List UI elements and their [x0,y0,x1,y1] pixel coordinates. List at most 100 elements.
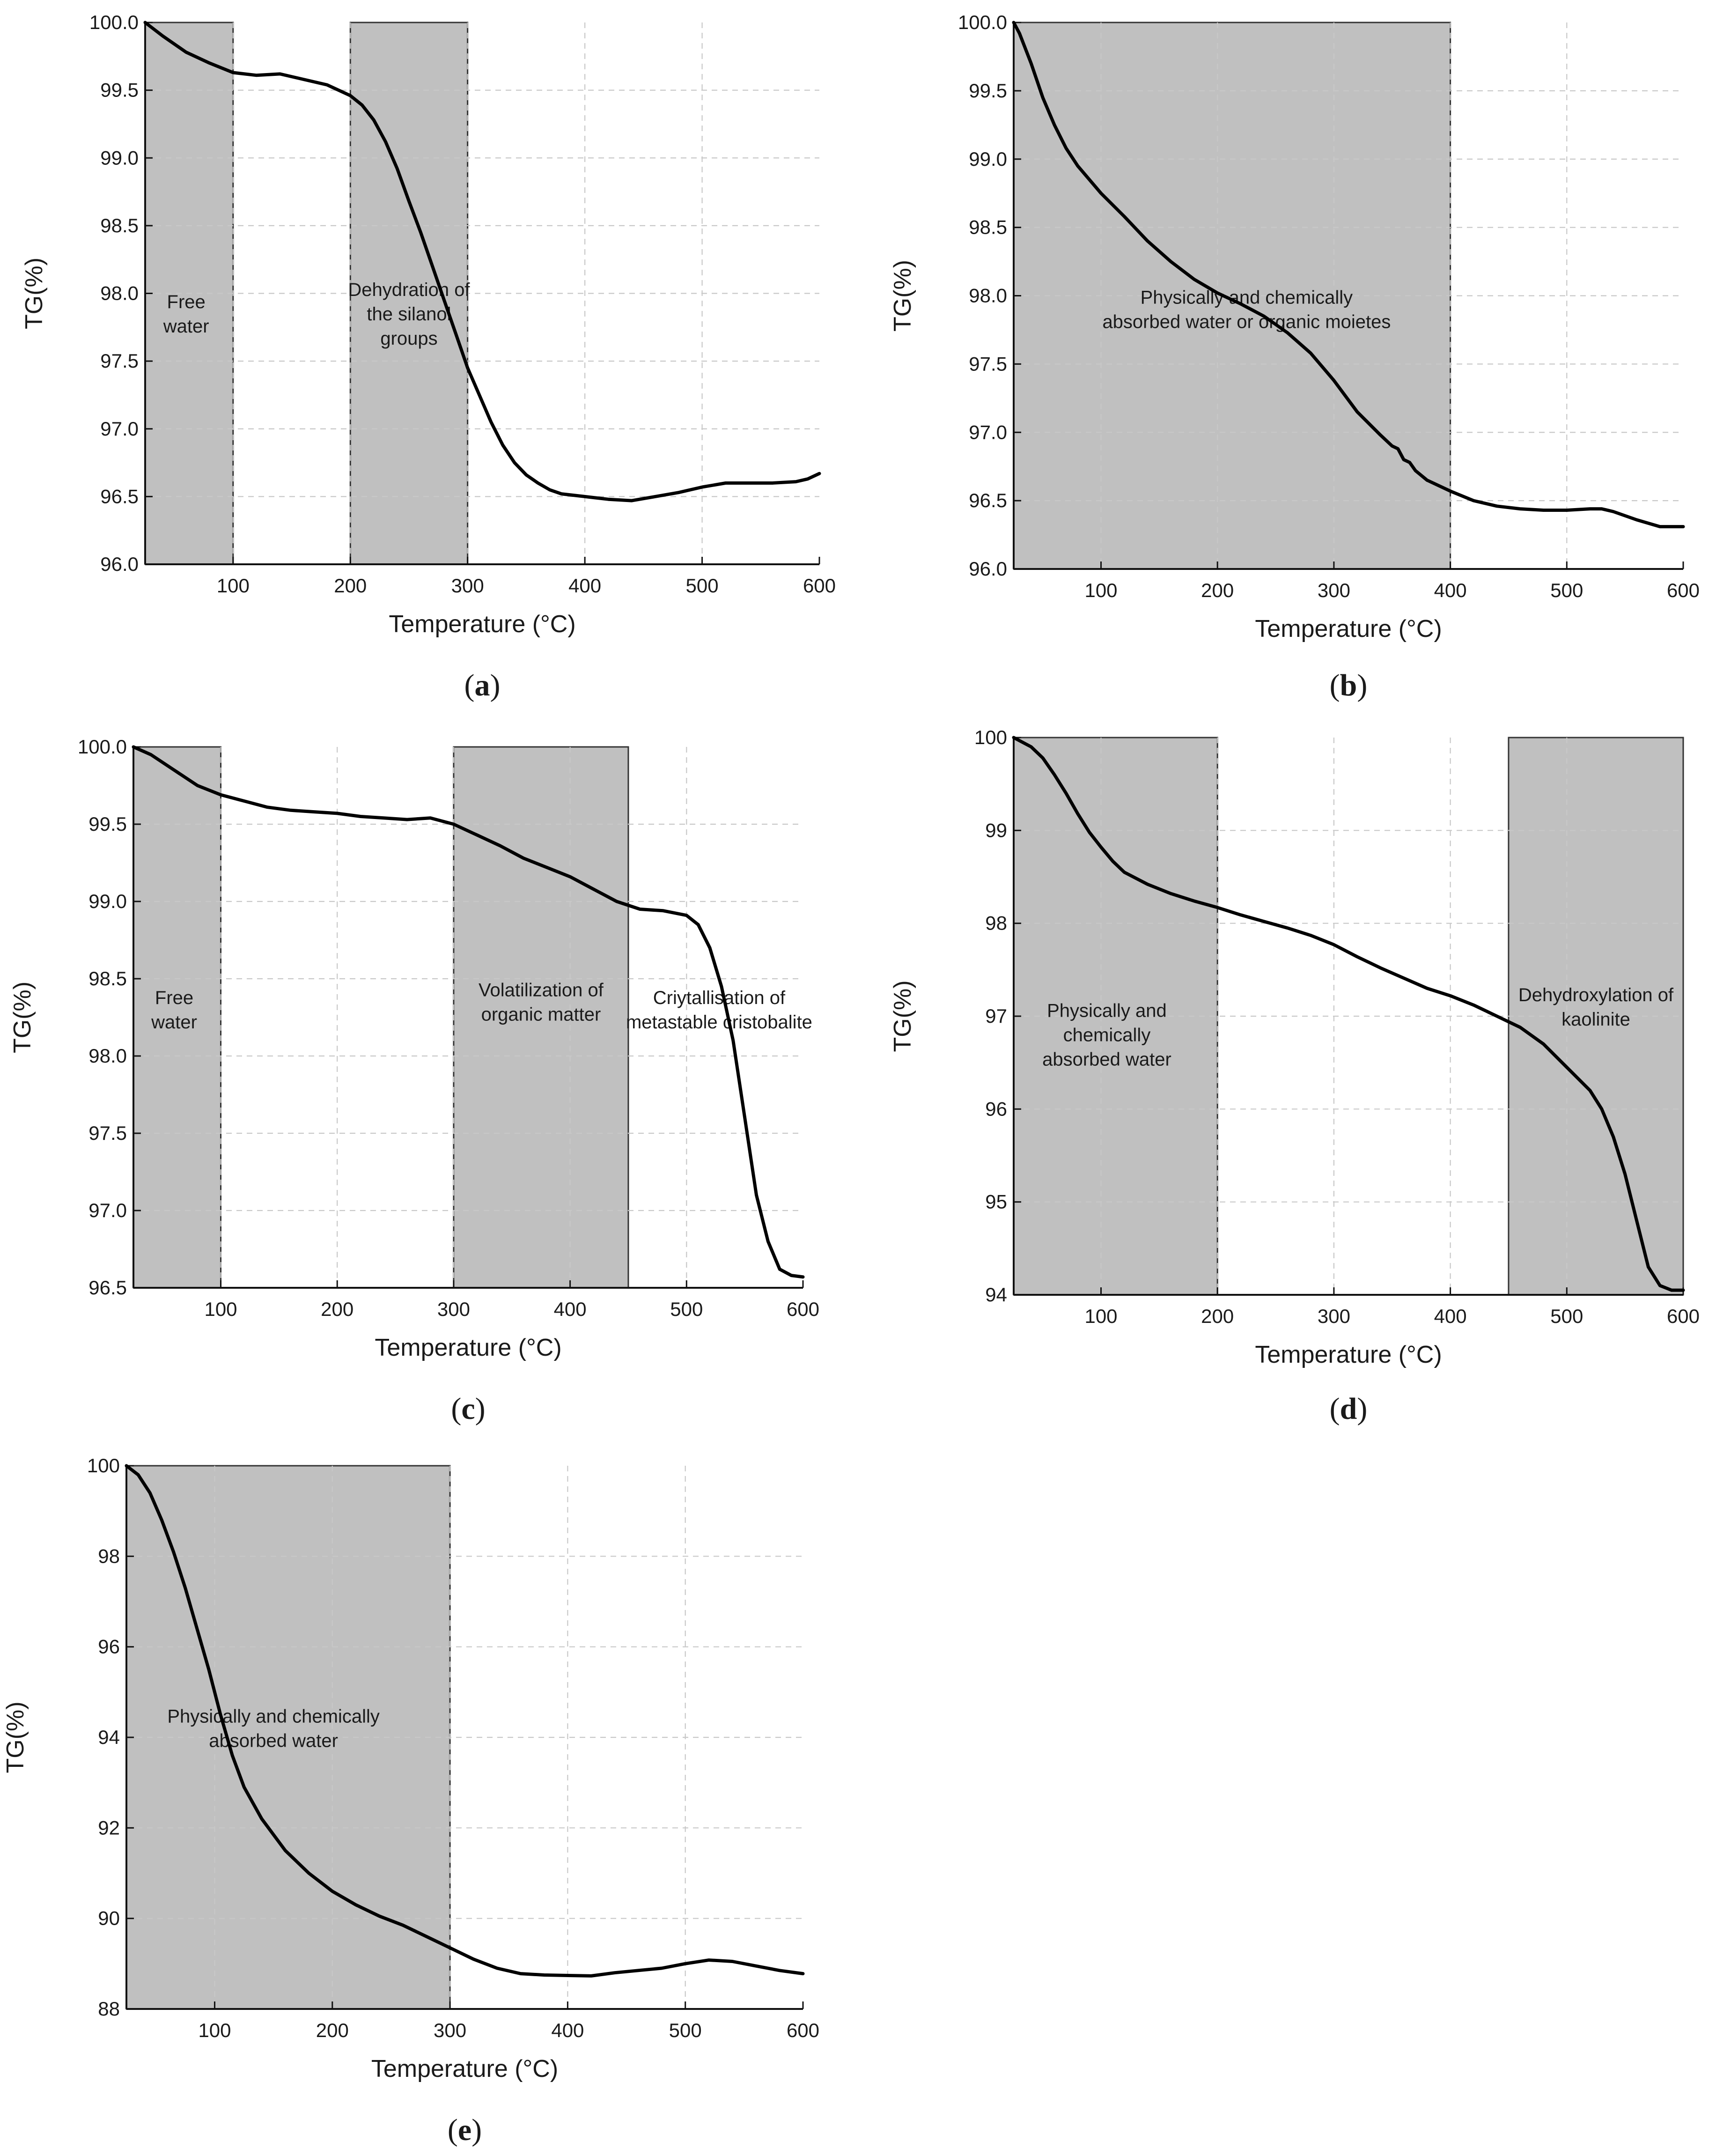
y-tick-label: 98.5 [969,216,1007,238]
y-tick-label: 100 [974,726,1007,748]
y-tick-label: 96.5 [88,1277,127,1299]
data-series-line [1012,736,1685,1292]
y-tick-label: 94 [98,1726,120,1748]
panel-d: 100 200 300 400 500 600 94 95 96 97 98 99 100 Tempera… [889,726,1700,1426]
region-label: the silanol [367,304,451,325]
shaded-region [133,746,222,1289]
region-label: Dehydroxylation of [1518,985,1674,1005]
y-tick-label: 97.0 [100,418,139,440]
y-tick-label: 98.5 [88,967,127,989]
x-tick-label: 300 [434,2019,466,2041]
y-axis-title: TG(%) [889,980,916,1052]
y-tick-label: 99.5 [100,79,139,101]
x-axis-title: Temperature (°C) [371,2055,558,2082]
region-label: absorbed water [1042,1049,1171,1070]
y-tick-label: 98 [98,1545,120,1567]
x-tick-label: 500 [1550,579,1583,601]
x-tick-label: 200 [316,2019,349,2041]
region-label: groups [380,328,437,349]
x-tick-label: 200 [321,1298,354,1320]
x-tick-label: 400 [568,575,601,597]
y-tick-label: 97.5 [969,353,1007,375]
x-tick-label: 100 [1084,579,1117,601]
x-tick-label: 100 [198,2019,231,2041]
y-tick-label: 98.0 [88,1045,127,1067]
y-tick-label: 98 [985,912,1007,934]
y-tick-label: 88 [98,1998,120,2020]
y-tick-label: 99 [985,819,1007,841]
y-tick-label: 96.0 [969,558,1007,580]
x-tick-label: 600 [1667,579,1700,601]
y-tick-label: 99.5 [969,80,1007,102]
y-tick-label: 96 [98,1636,120,1658]
panel-label: (b) [1330,668,1368,702]
y-tick-label: 96.5 [100,485,139,507]
x-tick-label: 200 [334,575,367,597]
x-axis-title: Temperature (°C) [389,611,575,638]
x-tick-label: 300 [451,575,484,597]
panel-c: 100 200 300 400 500 600 96.5 97.0 97.5 98.0 98.5 99… [9,736,819,1426]
x-tick-label: 200 [1201,579,1234,601]
x-tick-label: 400 [554,1298,587,1320]
x-tick-label: 300 [1318,579,1350,601]
region-label: Physically and [1047,1001,1167,1021]
region-label: water [163,316,209,337]
region-label: Dehydration of [348,280,470,300]
data-series-line [125,1464,805,1978]
y-axis-title: TG(%) [2,1701,29,1773]
panel-label: (c) [451,1392,485,1426]
y-tick-label: 97 [985,1005,1007,1027]
region-label: kaolinite [1561,1009,1630,1030]
region-label: Free [167,292,206,312]
x-tick-label: 500 [1550,1305,1583,1327]
y-axis-title: TG(%) [9,982,36,1053]
data-series-line [143,21,821,502]
panel-label: (e) [448,2113,482,2147]
y-tick-label: 97.0 [88,1199,127,1221]
y-tick-label: 96.5 [969,489,1007,511]
region-label: water [151,1012,197,1033]
y-tick-label: 99.0 [88,890,127,912]
x-tick-label: 200 [1201,1305,1234,1327]
x-tick-label: 600 [787,1298,819,1320]
y-tick-label: 98.5 [100,214,139,236]
x-tick-label: 500 [669,2019,702,2041]
y-tick-label: 98.0 [969,285,1007,307]
panel-label: (d) [1330,1392,1368,1426]
data-series-line [1012,21,1685,529]
y-tick-label: 100.0 [78,736,127,758]
data-series-line [132,745,805,1279]
y-tick-label: 99.0 [969,148,1007,170]
region-label: organic matter [481,1004,601,1025]
x-tick-label: 600 [803,575,836,597]
x-tick-label: 100 [217,575,250,597]
y-tick-label: 99.0 [100,147,139,169]
x-tick-label: 300 [437,1298,470,1320]
region-label: chemically [1063,1025,1151,1046]
annotation-label: Criytallisation of [653,988,786,1008]
region-label: Volatilization of [479,980,604,1001]
region-label: Physically and chemically [167,1706,380,1727]
x-axis-title: Temperature (°C) [1255,615,1442,642]
annotation-label: metastable cristobalite [626,1012,812,1033]
x-tick-label: 600 [787,2019,819,2041]
x-axis-title: Temperature (°C) [1255,1341,1442,1368]
y-tick-label: 100 [87,1455,120,1477]
y-tick-label: 95 [985,1191,1007,1213]
x-tick-label: 400 [551,2019,584,2041]
y-tick-label: 97.5 [100,350,139,372]
region-label: Free [155,988,193,1008]
x-tick-label: 100 [1084,1305,1117,1327]
y-tick-label: 99.5 [88,813,127,835]
y-tick-label: 96 [985,1098,1007,1120]
x-tick-label: 500 [686,575,719,597]
x-tick-label: 300 [1318,1305,1350,1327]
x-tick-label: 100 [204,1298,237,1320]
panel-b: 100 200 300 400 500 600 96.0 96.5 97.0 97.5 98.0 98… [889,11,1700,702]
y-tick-label: 100.0 [958,11,1007,33]
panel-a: 100 200 300 400 500 600 96.0 96.5 97.0 97.5 98.0 98… [21,11,836,702]
y-tick-label: 90 [98,1907,120,1929]
x-tick-label: 500 [670,1298,703,1320]
y-axis-title: TG(%) [889,260,916,332]
